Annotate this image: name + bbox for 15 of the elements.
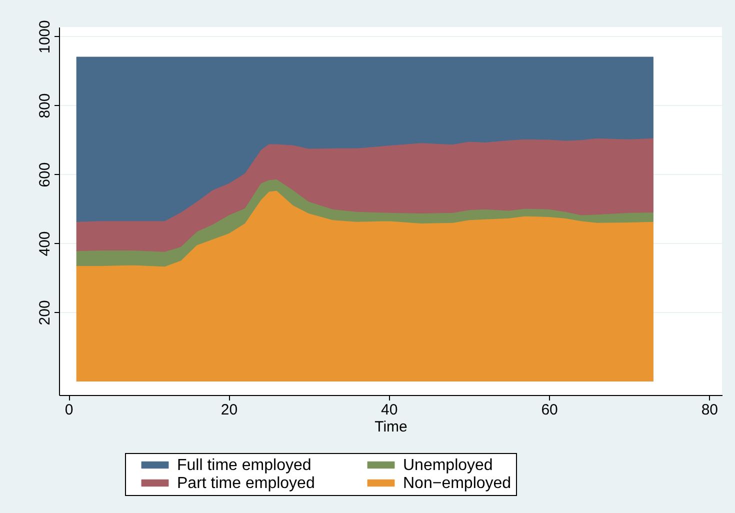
x-tick-label: 0 [64, 402, 74, 418]
y-tick-label: 800 [36, 93, 54, 118]
legend-label: Full time employed [177, 457, 312, 474]
y-tick-label: 1000 [36, 20, 54, 54]
y-tick-label: 400 [36, 231, 54, 256]
y-tick-label: 200 [36, 300, 54, 326]
y-tick-label: 600 [36, 162, 54, 188]
legend-label: Unemployed [403, 457, 493, 474]
x-tick-label: 20 [220, 402, 238, 418]
x-axis-title: Time [374, 418, 408, 436]
legend-label: Part time employed [177, 475, 315, 492]
x-tick-label: 60 [541, 402, 558, 418]
x-tick-label: 80 [701, 402, 718, 418]
x-tick-label: 40 [381, 402, 398, 418]
legend-label: Non−employed [403, 475, 512, 492]
